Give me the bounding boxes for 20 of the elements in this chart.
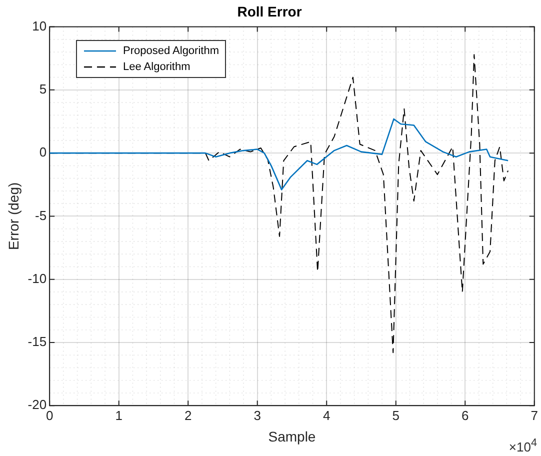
y-tick-label: 10	[32, 18, 47, 34]
x-tick-label: 6	[462, 408, 469, 423]
x-tick-label: 3	[254, 408, 261, 423]
legend-label: Lee Algorithm	[123, 60, 190, 75]
chart-title: Roll Error	[237, 3, 302, 20]
legend-label: Proposed Algorithm	[123, 44, 219, 59]
x-axis-title: Sample	[268, 428, 316, 444]
y-tick-label: -10	[28, 270, 47, 286]
x-tick-label: 1	[115, 408, 122, 423]
x-tick-label: 7	[530, 408, 538, 423]
y-tick-label: 5	[39, 82, 47, 97]
x-tick-label: 5	[392, 408, 400, 423]
text: ×10$^{4}$	[508, 436, 537, 454]
y-tick-label: -20	[28, 397, 47, 412]
x-tick-label: 2	[184, 408, 192, 423]
y-tick-label: 0	[39, 144, 47, 160]
y-tick-label: -15	[28, 334, 47, 350]
x-tick-label: 4	[323, 408, 330, 423]
y-axis-title: Error (deg)	[5, 182, 22, 250]
y-tick-label: -5	[35, 208, 47, 223]
